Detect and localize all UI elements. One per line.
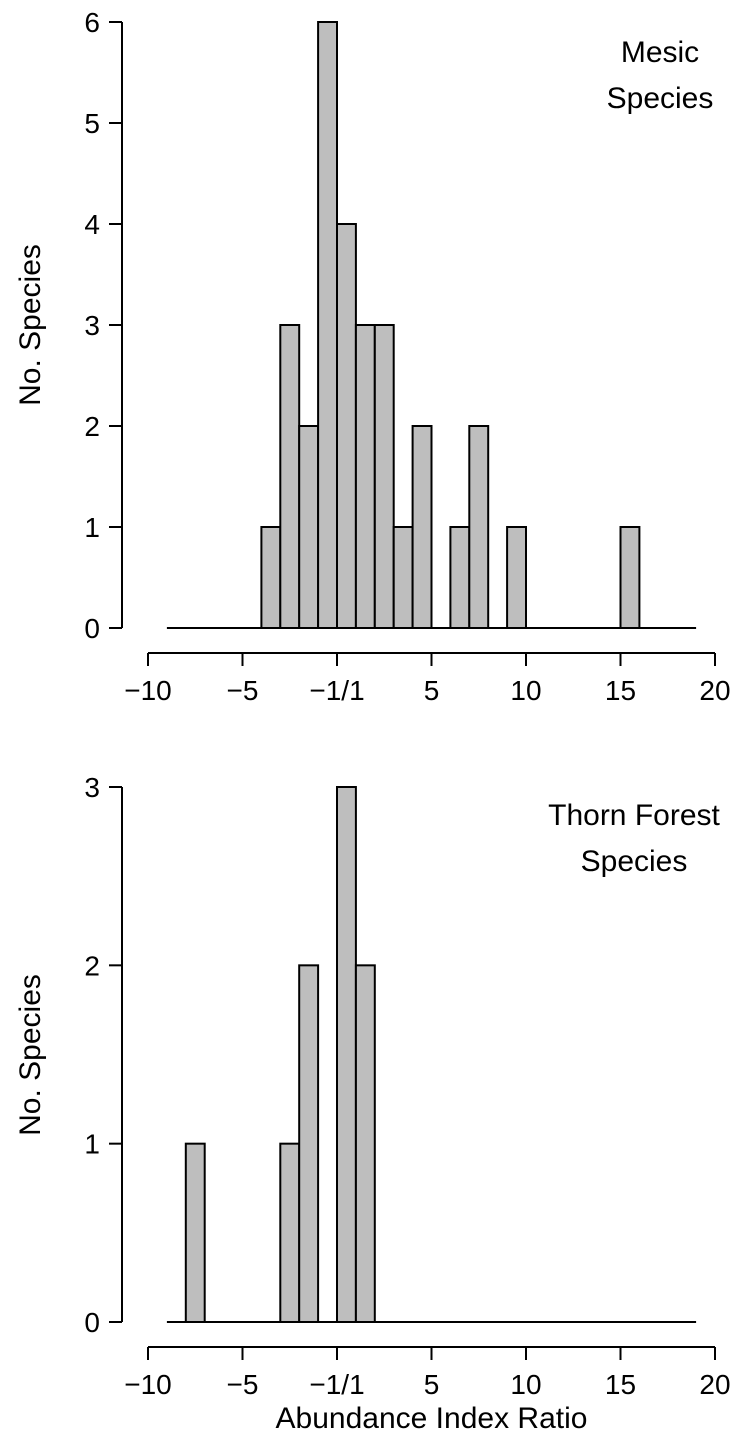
histogram-bar	[279, 1142, 301, 1323]
x-tick-label: −10	[124, 675, 172, 706]
y-tick-label: 1	[84, 512, 100, 543]
panel-annotation: Mesic	[621, 36, 699, 69]
histogram-bar	[449, 526, 471, 629]
panel-annotation: Species	[581, 845, 688, 878]
y-tick-label: 4	[84, 209, 100, 240]
x-tick-label: 20	[699, 1369, 730, 1400]
histogram-bar	[468, 425, 490, 629]
x-tick-label: 10	[510, 675, 541, 706]
histogram-bar	[392, 526, 414, 629]
histogram-bar	[354, 324, 376, 629]
y-tick-label: 6	[84, 7, 100, 38]
mesic-species-panel: 0 1 2 3 4 5 6 −10 −5 −1/1 5 10 15 20 No. Species Mesic S…	[14, 7, 731, 706]
x-tick-label: 20	[699, 675, 730, 706]
y-tick-label: 0	[84, 1307, 100, 1338]
x-tick-label: 10	[510, 1369, 541, 1400]
histogram-bar	[336, 786, 357, 1323]
y-tick-label: 3	[84, 772, 100, 803]
x-axis-label: Abundance Index Ratio	[276, 1402, 588, 1435]
y-tick-label: 2	[84, 411, 100, 442]
histogram-bar	[279, 324, 301, 629]
y-axis-label: No. Species	[14, 244, 47, 406]
histogram-bar	[373, 324, 395, 629]
x-tick-label: −5	[227, 1369, 259, 1400]
panel-annotation: Species	[607, 82, 714, 115]
thorn-forest-species-panel: 0 1 2 3 −10 −5 −1/1 5 10 15 20 No. Species Abundance…	[14, 772, 731, 1435]
x-tick-label: 5	[424, 675, 440, 706]
x-tick-label: 15	[605, 1369, 636, 1400]
histogram-bar	[336, 223, 357, 629]
y-tick-label: 3	[84, 310, 100, 341]
histogram-bar	[260, 526, 282, 629]
histogram-bar	[354, 964, 376, 1323]
panel-annotation: Thorn Forest	[548, 799, 720, 832]
histogram-bar	[317, 21, 339, 629]
histogram-bar	[184, 1142, 206, 1323]
y-tick-label: 5	[84, 108, 100, 139]
histogram-bar	[298, 964, 320, 1323]
histogram-bar	[506, 526, 528, 629]
y-axis-label: No. Species	[14, 974, 47, 1136]
x-tick-label: −1/1	[309, 675, 364, 706]
y-tick-label: 0	[84, 613, 100, 644]
histogram-bar	[411, 425, 433, 629]
y-tick-label: 1	[84, 1129, 100, 1160]
histogram-bar	[298, 425, 320, 629]
y-tick-label: 2	[84, 950, 100, 981]
x-tick-label: 5	[424, 1369, 440, 1400]
x-tick-label: 15	[605, 675, 636, 706]
histogram-bar	[619, 526, 641, 629]
x-tick-label: −5	[227, 675, 259, 706]
x-tick-label: −10	[124, 1369, 172, 1400]
x-tick-label: −1/1	[309, 1369, 364, 1400]
